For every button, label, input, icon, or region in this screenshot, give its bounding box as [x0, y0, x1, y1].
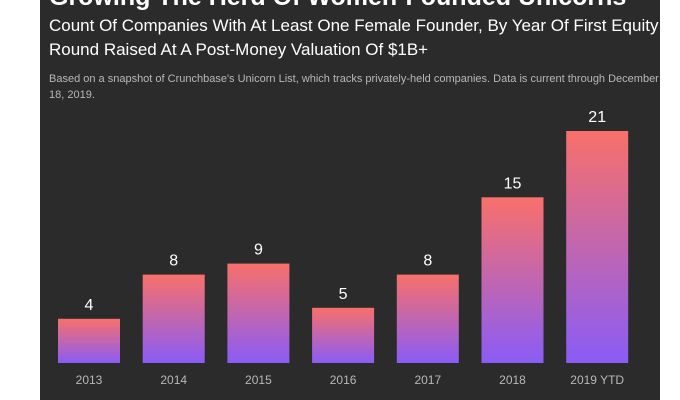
bar-2014 [142, 274, 205, 363]
value-labels-group: 4 8 9 5 8 15 21 [85, 109, 607, 314]
value-label-2015: 9 [254, 242, 263, 259]
value-label-2016: 5 [339, 286, 348, 303]
value-label-2019-ytd: 21 [588, 109, 606, 126]
x-tick-label-2019-ytd: 2019 YTD [570, 373, 624, 387]
chart-note: Based on a snapshot of Crunchbase's Unic… [49, 73, 659, 101]
x-tick-label-2013: 2013 [76, 373, 103, 387]
x-tick-label-2017: 2017 [414, 373, 441, 387]
x-axis-labels: 2013 2014 2015 2016 2017 2018 2019 YTD [76, 373, 625, 387]
x-tick-label-2016: 2016 [330, 373, 357, 387]
value-label-2013: 4 [85, 297, 94, 314]
chart-title: Growing The Herd Of Women-Founded Unicor… [49, 0, 649, 12]
value-label-2014: 8 [169, 253, 178, 270]
bar-2016 [312, 307, 375, 363]
x-tick-label-2015: 2015 [245, 373, 272, 387]
value-label-2018: 15 [504, 175, 522, 192]
bar-2015 [227, 263, 290, 363]
bar-2018 [481, 197, 544, 363]
x-tick-label-2014: 2014 [160, 373, 187, 387]
bars-group [58, 131, 629, 363]
bar-2013 [58, 318, 120, 363]
bar-2019-ytd [566, 131, 629, 363]
chart-subtitle: Count Of Companies With At Least One Fem… [49, 16, 659, 59]
bar-2017 [396, 274, 459, 363]
value-label-2017: 8 [423, 253, 432, 270]
x-tick-label-2018: 2018 [499, 373, 526, 387]
